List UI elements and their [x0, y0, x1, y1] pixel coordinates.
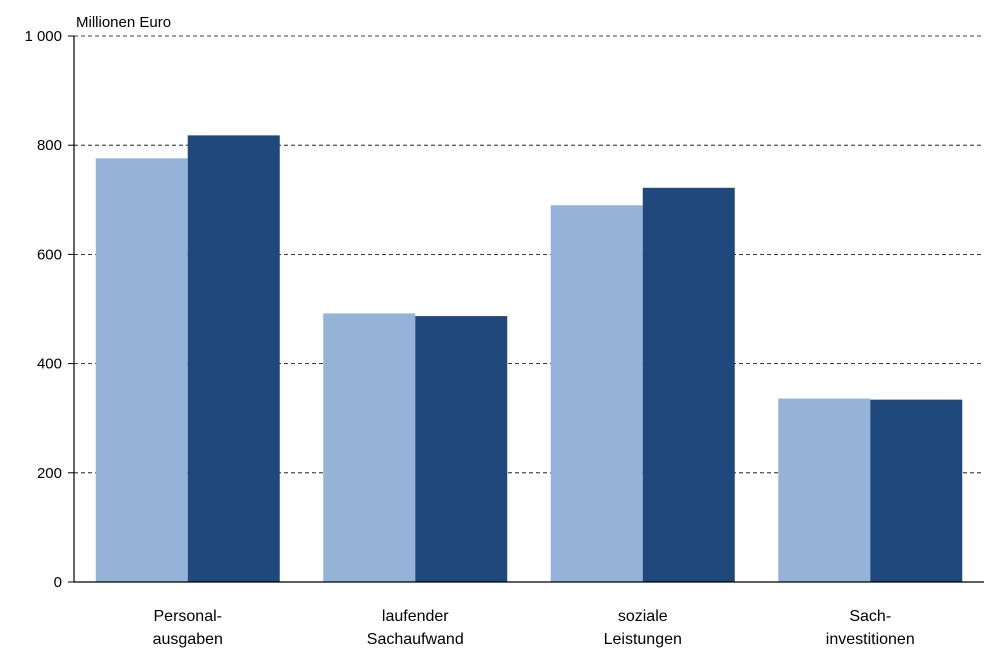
y-tick-label: 1 000 [24, 28, 62, 45]
bar [415, 316, 508, 582]
y-tick-label: 600 [37, 246, 62, 263]
x-category-label: Leistungen [604, 631, 682, 648]
x-category-label: soziale [618, 608, 668, 625]
x-category-label: Personal- [154, 608, 222, 625]
y-axis-ticks: 0 200 400 600 800 1 000 [24, 28, 74, 591]
bar [870, 399, 963, 582]
x-axis-labels: Personal-ausgaben laufender Sachaufwand soz… [153, 608, 915, 648]
bar [778, 398, 871, 582]
y-tick-label: 0 [54, 574, 62, 591]
bar [323, 313, 416, 582]
bar [642, 187, 735, 582]
x-category-label: Sach- [849, 608, 891, 625]
bar [187, 135, 280, 582]
bars [95, 135, 963, 582]
y-tick-label: 200 [37, 465, 62, 482]
y-tick-label: 800 [37, 137, 62, 154]
x-category-label: Sachaufwand [367, 631, 464, 648]
y-tick-label: 400 [37, 356, 62, 373]
x-category-label: laufender [382, 608, 449, 625]
bar [95, 158, 188, 582]
y-axis-unit-label: Millionen Euro [76, 14, 171, 31]
x-category-label: investitionen [826, 631, 915, 648]
x-category-label: ausgaben [153, 631, 223, 648]
bar [550, 205, 643, 582]
